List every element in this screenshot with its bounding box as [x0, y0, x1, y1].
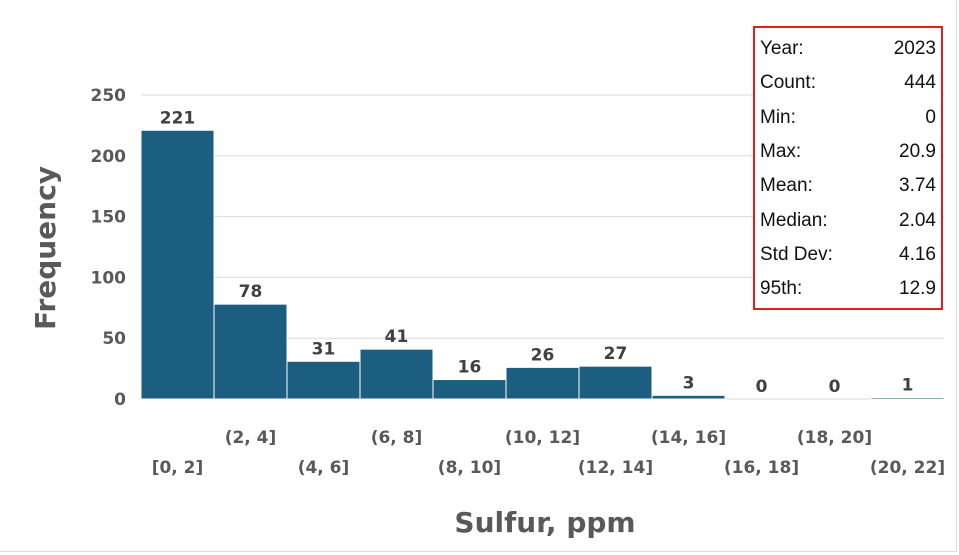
x-tick-label: [0, 2] — [152, 458, 204, 478]
stat-value: 12.9 — [899, 278, 936, 300]
x-tick-label: (18, 20] — [797, 428, 872, 448]
stat-label: Min: — [760, 106, 796, 128]
summary-stats-box: Year: 2023 Count: 444 Min: 0 Max: 20.9 M… — [753, 26, 943, 310]
stat-row-year: Year: 2023 — [760, 32, 936, 66]
bar — [359, 348, 434, 400]
data-label: 221 — [160, 108, 196, 128]
bar — [432, 379, 507, 400]
data-label: 16 — [458, 358, 482, 378]
y-axis-ticks: 0 50 100 150 200 250 — [91, 86, 127, 410]
stat-value: 20.9 — [899, 141, 936, 163]
stat-value: 4.16 — [899, 243, 936, 265]
data-label: 41 — [385, 327, 409, 347]
stat-label: Std Dev: — [760, 243, 833, 265]
data-label: 1 — [902, 376, 914, 396]
x-tick-label: (10, 12] — [505, 428, 580, 448]
bar — [286, 360, 361, 400]
data-label: 0 — [829, 377, 841, 397]
stat-label: Mean: — [760, 175, 813, 197]
stat-label: 95th: — [760, 278, 803, 300]
x-axis-ticks: [0, 2] (2, 4] (4, 6] (6, 8] (8, 10](10, 12] (… — [152, 428, 945, 478]
stat-label: Count: — [760, 72, 816, 94]
bars — [140, 129, 945, 400]
y-tick-label: 50 — [102, 329, 126, 349]
bar — [505, 366, 580, 400]
data-label: 0 — [756, 377, 768, 397]
stat-value: 0 — [925, 106, 936, 128]
x-axis-title: Sulfur, ppm — [454, 506, 635, 539]
x-tick-label: (8, 10] — [438, 458, 501, 478]
data-label: 27 — [604, 344, 628, 364]
stat-row-mean: Mean: 3.74 — [760, 169, 936, 203]
y-tick-label: 0 — [114, 390, 126, 410]
data-label: 3 — [683, 373, 695, 393]
x-tick-label: (20, 22] — [870, 458, 945, 478]
stat-value: 2.04 — [899, 209, 936, 231]
bar — [651, 394, 726, 400]
stat-label: Median: — [760, 209, 828, 231]
stat-row-median: Median: 2.04 — [760, 203, 936, 237]
stat-value: 3.74 — [899, 175, 936, 197]
bar — [578, 365, 653, 400]
data-label: 31 — [312, 339, 336, 359]
x-tick-label: (12, 14] — [578, 458, 653, 478]
y-axis-title: Frequency — [29, 166, 62, 330]
y-tick-label: 250 — [91, 86, 127, 106]
stat-value: 2023 — [893, 38, 936, 60]
data-labels: 221 78 31 41 16 26 27 3 0 0 1 — [160, 108, 914, 397]
stat-label: Max: — [760, 141, 802, 163]
data-label: 26 — [531, 345, 555, 365]
x-tick-label: (6, 8] — [371, 428, 423, 448]
stat-label: Year: — [760, 38, 804, 60]
bar — [213, 303, 288, 400]
y-tick-label: 200 — [91, 147, 127, 167]
bar — [140, 129, 215, 400]
x-tick-label: (14, 16] — [651, 428, 726, 448]
y-tick-label: 150 — [91, 208, 127, 228]
x-tick-label: (2, 4] — [225, 428, 277, 448]
stat-row-max: Max: 20.9 — [760, 135, 936, 169]
stat-value: 444 — [904, 72, 936, 94]
stat-row-std-dev: Std Dev: 4.16 — [760, 238, 936, 272]
x-tick-label: (4, 6] — [298, 458, 350, 478]
stat-row-count: Count: 444 — [760, 66, 936, 100]
x-tick-label: (16, 18] — [724, 458, 799, 478]
bar — [870, 397, 945, 400]
stat-row-95th: 95th: 12.9 — [760, 272, 936, 306]
data-label: 78 — [239, 282, 263, 302]
stat-row-min: Min: 0 — [760, 101, 936, 135]
y-tick-label: 100 — [91, 268, 127, 288]
